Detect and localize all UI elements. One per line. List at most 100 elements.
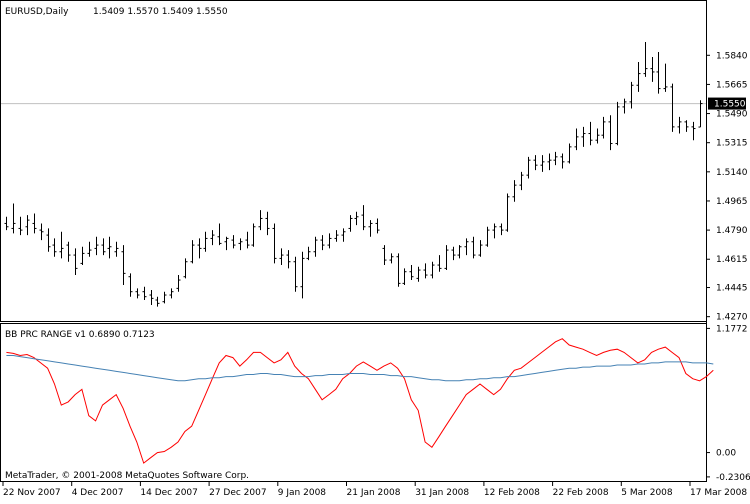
ohlc-bar	[643, 41, 648, 77]
ohlc-bar	[492, 223, 497, 239]
ohlc-bar	[526, 156, 531, 179]
ohlc-bar	[190, 240, 195, 264]
ohlc-bar	[656, 51, 661, 94]
ohlc-bar	[286, 250, 291, 269]
ohlc-bar	[32, 213, 37, 234]
ohlc-bar	[334, 230, 339, 242]
ohlc-bar	[238, 238, 243, 251]
ohlc-bar	[567, 143, 572, 164]
ohlc-bar	[197, 238, 202, 259]
time-tick-label: 5 Mar 2008	[621, 488, 673, 498]
time-tick-label: 21 Jan 2008	[347, 488, 401, 498]
ohlc-bar	[437, 255, 442, 272]
ohlc-bar	[11, 203, 16, 234]
ohlc-bar	[553, 151, 558, 166]
ohlc-bar	[94, 236, 99, 256]
ohlc-bar	[59, 231, 64, 259]
ohlc-bar	[423, 263, 428, 279]
ohlc-bar	[698, 100, 703, 128]
indicator-lines	[6, 338, 714, 464]
ohlc-bar	[107, 236, 112, 259]
ohlc-bar	[595, 128, 600, 144]
ohlc-bar	[588, 121, 593, 146]
ohlc-bar	[128, 273, 133, 297]
ohlc-bar	[4, 216, 9, 231]
indicator-main-line	[6, 338, 714, 464]
ohlc-bar	[396, 253, 401, 287]
ohlc-bar	[313, 236, 318, 257]
ohlc-bar	[258, 210, 263, 231]
ohlc-bar	[416, 266, 421, 282]
ohlc-bar	[499, 223, 504, 236]
ohlc-bar	[581, 126, 586, 147]
price-tick-label: 1.5490	[716, 110, 748, 120]
time-tick-label: 22 Nov 2007	[3, 488, 61, 498]
ohlc-bar	[519, 171, 524, 191]
ohlc-bar	[162, 291, 167, 304]
indicator-tick-label: 0.00	[716, 449, 736, 459]
ohlc-bar	[245, 231, 250, 249]
ohlc-bar	[464, 238, 469, 256]
ohlc-bar	[540, 155, 545, 172]
ohlc-bar	[327, 233, 332, 249]
ohlc-bar	[265, 211, 270, 236]
indicator-label: BB PRC RANGE v1 0.6890 0.7123	[5, 330, 155, 340]
ohlc-bar	[39, 223, 44, 241]
indicator-signal-line	[6, 355, 714, 382]
ohlc-bar	[73, 248, 78, 276]
ohlc-bar	[574, 128, 579, 151]
ohlc-bar	[629, 81, 634, 109]
ohlc-bar	[217, 223, 222, 246]
chart-symbol-label: EURUSD,Daily	[5, 7, 69, 17]
ohlc-bar	[121, 245, 126, 286]
ohlc-bar	[101, 238, 106, 256]
ohlc-bar	[409, 265, 414, 281]
ohlc-bar	[142, 286, 147, 301]
ohlc-bar	[512, 180, 517, 202]
ohlc-bar	[341, 228, 346, 242]
ohlc-bar	[52, 238, 57, 257]
ohlc-bar	[348, 215, 353, 232]
ohlc-bar	[547, 153, 552, 171]
ohlc-bar	[684, 120, 689, 132]
ohlc-bar	[691, 121, 696, 141]
ohlc-bar	[66, 241, 71, 262]
ohlc-bar	[279, 248, 284, 266]
time-tick-label: 9 Jan 2008	[278, 488, 326, 498]
time-tick-label: 22 Feb 2008	[553, 488, 609, 498]
time-tick-label: 27 Dec 2007	[209, 488, 267, 498]
ohlc-bar	[354, 211, 359, 226]
ohlc-bar	[389, 253, 394, 264]
indicator-axis-ticks: 1.1772 0.00 -0.2306	[706, 324, 750, 483]
ohlc-bar	[203, 231, 208, 252]
ohlc-bar	[663, 63, 668, 92]
ohlc-bar	[251, 223, 256, 247]
ohlc-bar	[87, 241, 92, 257]
ohlc-bar	[430, 261, 435, 279]
indicator-tick-label: 1.1772	[716, 324, 748, 334]
ohlc-bar	[402, 268, 407, 286]
price-axis-ticks: 1.5840 1.5665 1.5490 1.5315 1.5140 1.4965 1.47…	[706, 51, 748, 323]
ohlc-bar	[231, 235, 236, 249]
time-axis-ticks: 22 Nov 2007 4 Dec 2007 14 Dec 2007 27 Dec 2…	[2, 482, 747, 498]
time-tick-label: 17 Mar 2008	[690, 488, 747, 498]
ohlc-bar	[80, 246, 85, 266]
current-price-label: 1.5550	[714, 100, 746, 110]
ohlc-bar	[306, 246, 311, 261]
ohlc-bar	[18, 216, 23, 236]
ohlc-bar	[622, 98, 627, 114]
time-tick-label: 14 Dec 2007	[140, 488, 198, 498]
ohlc-bar	[650, 56, 655, 82]
ohlc-bar	[533, 155, 538, 171]
ohlc-bar	[300, 251, 305, 299]
ohlc-bar	[451, 246, 456, 261]
ohlc-bar	[471, 236, 476, 259]
ohlc-bar	[149, 290, 154, 306]
ohlc-bar	[444, 245, 449, 271]
chart-ohlc-values: 1.5409 1.5570 1.5409 1.5550	[93, 7, 228, 17]
time-tick-label: 31 Jan 2008	[415, 488, 469, 498]
ohlc-bar	[677, 116, 682, 134]
time-tick-label: 12 Feb 2008	[484, 488, 540, 498]
